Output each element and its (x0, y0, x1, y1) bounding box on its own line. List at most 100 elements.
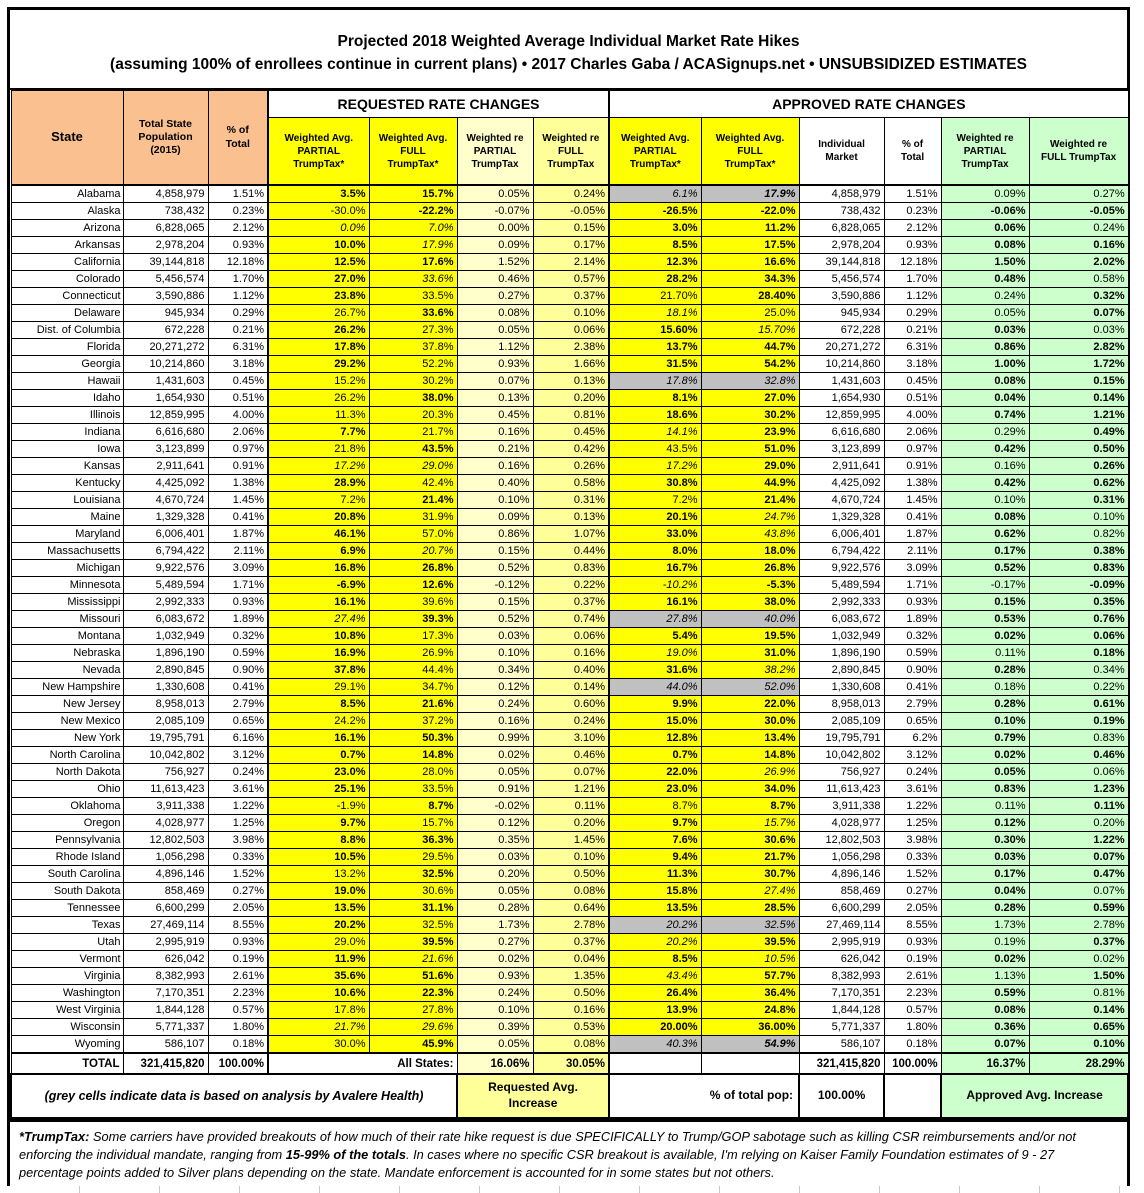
value-cell: 3,911,338 (798, 797, 885, 815)
value-cell: 1.21% (1028, 406, 1129, 424)
value-cell: 626,042 (798, 950, 885, 968)
value-cell: 32.5% (368, 916, 458, 934)
value-cell: 0.20% (532, 814, 610, 832)
table-row: Nebraska 1,896,190 0.59% 16.9% 26.9% 0.10% 0.1… (10, 644, 1129, 662)
state-cell: Delaware (10, 304, 124, 322)
value-cell: 29.6% (368, 1018, 458, 1036)
value-cell: 0.10% (532, 848, 610, 866)
value-cell: 0.51% (883, 389, 942, 407)
value-cell: 17.8% (608, 372, 702, 390)
table-row: Florida 20,271,272 6.31% 17.8% 37.8% 1.12% 2.3… (10, 338, 1129, 356)
table-row: Utah 2,995,919 0.93% 29.0% 39.5% 0.27% 0.37% 20… (10, 933, 1129, 951)
table-row: New Jersey 8,958,013 2.79% 8.5% 21.6% 0.24% 0.… (10, 695, 1129, 713)
value-cell: 0.29% (883, 304, 942, 322)
value-cell: 0.41% (207, 508, 269, 526)
value-cell: 0.21% (883, 321, 942, 339)
value-cell: 12,859,995 (798, 406, 885, 424)
value-cell: 7.6% (608, 831, 702, 849)
value-cell: 6.1% (608, 184, 702, 203)
total-cell: All States: (267, 1052, 458, 1075)
value-cell: 33.5% (368, 780, 458, 798)
value-cell: 2.61% (207, 967, 269, 985)
value-cell: 738,432 (122, 202, 209, 220)
value-cell: 16.6% (700, 253, 800, 271)
value-cell: 27.4% (700, 882, 800, 900)
value-cell: 0.00% (456, 219, 534, 237)
value-cell: 1.71% (883, 576, 942, 594)
value-cell: 39.3% (368, 610, 458, 628)
state-cell: Hawaii (10, 372, 124, 390)
value-cell: 0.02% (456, 950, 534, 968)
value-cell: 4,670,724 (798, 491, 885, 509)
value-cell: 0.18% (940, 678, 1030, 696)
value-cell: 0.19% (207, 950, 269, 968)
value-cell: 1.51% (883, 184, 942, 203)
value-cell: 20,271,272 (798, 338, 885, 356)
value-cell: 44.7% (700, 338, 800, 356)
value-cell: 0.41% (883, 508, 942, 526)
value-cell: 626,042 (122, 950, 209, 968)
value-cell: 3.0% (608, 219, 702, 237)
value-cell: 0.36% (940, 1018, 1030, 1036)
value-cell: 19,795,791 (798, 729, 885, 747)
value-cell: 8,382,993 (798, 967, 885, 985)
table-row: Massachusetts 6,794,422 2.11% 6.9% 20.7% 0.15… (10, 542, 1129, 560)
value-cell: 2,992,333 (798, 593, 885, 611)
value-cell: 20.2% (608, 916, 702, 934)
state-cell: Virginia (10, 967, 124, 985)
value-cell: 0.05% (456, 321, 534, 339)
value-cell: 43.5% (368, 440, 458, 458)
value-cell: 52.0% (700, 678, 800, 696)
state-cell: Utah (10, 933, 124, 951)
value-cell: 0.09% (940, 184, 1030, 203)
value-cell: -5.3% (700, 576, 800, 594)
value-cell: 0.26% (1028, 457, 1129, 475)
value-cell: 945,934 (122, 304, 209, 322)
value-cell: 1.87% (207, 525, 269, 543)
table-row: Montana 1,032,949 0.32% 10.8% 17.3% 0.03% 0.06… (10, 627, 1129, 645)
value-cell: 6,083,672 (122, 610, 209, 628)
value-cell: 0.34% (1028, 661, 1129, 679)
title-block: Projected 2018 Weighted Average Individu… (10, 10, 1127, 90)
value-cell: 18.1% (608, 304, 702, 322)
value-cell: 28.9% (267, 474, 370, 492)
value-cell: 0.45% (456, 406, 534, 424)
value-cell: 0.59% (1028, 899, 1129, 917)
state-cell: Oregon (10, 814, 124, 832)
value-cell: 15.2% (267, 372, 370, 390)
value-cell: 0.07% (1028, 848, 1129, 866)
value-cell: 0.03% (456, 848, 534, 866)
state-cell: Massachusetts (10, 542, 124, 560)
value-cell: 0.22% (532, 576, 610, 594)
value-cell: 0.24% (1028, 219, 1129, 237)
value-cell: 0.16% (456, 712, 534, 730)
total-cell: 30.05% (532, 1052, 610, 1075)
value-cell: 0.35% (1028, 593, 1129, 611)
value-cell: 13.5% (608, 899, 702, 917)
state-cell: Dist. of Columbia (10, 321, 124, 339)
value-cell: 5,771,337 (122, 1018, 209, 1036)
value-cell: 6,794,422 (122, 542, 209, 560)
value-cell: 3.18% (207, 355, 269, 373)
value-cell: 7.0% (368, 219, 458, 237)
value-cell: 9,922,576 (122, 559, 209, 577)
value-cell: 0.21% (456, 440, 534, 458)
state-cell: Washington (10, 984, 124, 1002)
value-cell: 0.05% (940, 763, 1030, 781)
value-cell: 1.89% (207, 610, 269, 628)
table-row: Alabama 4,858,979 1.51% 3.5% 15.7% 0.05% 0.24%… (10, 184, 1129, 203)
value-cell: 0.37% (1028, 933, 1129, 951)
value-cell: 0.11% (532, 797, 610, 815)
value-cell: -22.2% (368, 202, 458, 220)
value-cell: 0.07% (1028, 882, 1129, 900)
value-cell: 31.1% (368, 899, 458, 917)
value-cell: 0.93% (883, 933, 942, 951)
value-cell: 22.0% (608, 763, 702, 781)
value-cell: 28.40% (700, 287, 800, 305)
value-cell: 20.2% (608, 933, 702, 951)
value-cell: 27.4% (267, 610, 370, 628)
value-cell: 7.7% (267, 423, 370, 441)
state-cell: Texas (10, 916, 124, 934)
value-cell: 12,802,503 (798, 831, 885, 849)
state-cell: Indiana (10, 423, 124, 441)
